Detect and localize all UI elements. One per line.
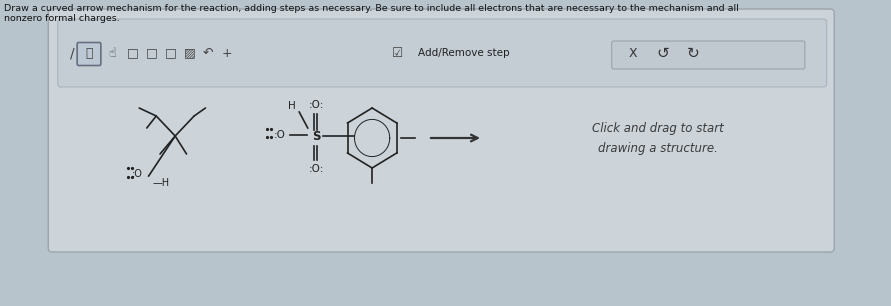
Text: —H: —H <box>152 178 169 188</box>
Text: ⎙: ⎙ <box>86 47 93 59</box>
Text: ▨: ▨ <box>184 47 195 59</box>
Text: +: + <box>222 47 233 59</box>
Text: Click and drag to start
drawing a structure.: Click and drag to start drawing a struct… <box>593 121 724 155</box>
Text: ↶: ↶ <box>203 47 214 59</box>
Text: □: □ <box>145 47 158 59</box>
Text: Draw a curved arrow mechanism for the reaction, adding steps as necessary. Be su: Draw a curved arrow mechanism for the re… <box>4 4 739 13</box>
Text: S: S <box>312 129 321 143</box>
Text: :O: :O <box>132 169 143 179</box>
Text: :O:: :O: <box>308 100 324 110</box>
Text: /: / <box>69 46 74 60</box>
Text: :O: :O <box>274 130 285 140</box>
Text: H: H <box>288 101 296 111</box>
FancyBboxPatch shape <box>612 41 805 69</box>
Text: □: □ <box>127 47 138 59</box>
Text: Add/Remove step: Add/Remove step <box>418 48 510 58</box>
Text: :O:: :O: <box>308 164 324 174</box>
FancyBboxPatch shape <box>48 9 834 252</box>
FancyBboxPatch shape <box>58 19 827 87</box>
Text: ☑: ☑ <box>392 47 404 59</box>
Text: nonzero formal charges.: nonzero formal charges. <box>4 14 119 23</box>
FancyBboxPatch shape <box>78 43 101 65</box>
Text: ↺: ↺ <box>657 46 669 61</box>
Text: ↻: ↻ <box>687 46 699 61</box>
Text: X: X <box>628 47 637 59</box>
Text: □: □ <box>165 47 176 59</box>
Text: ☝: ☝ <box>108 47 116 59</box>
